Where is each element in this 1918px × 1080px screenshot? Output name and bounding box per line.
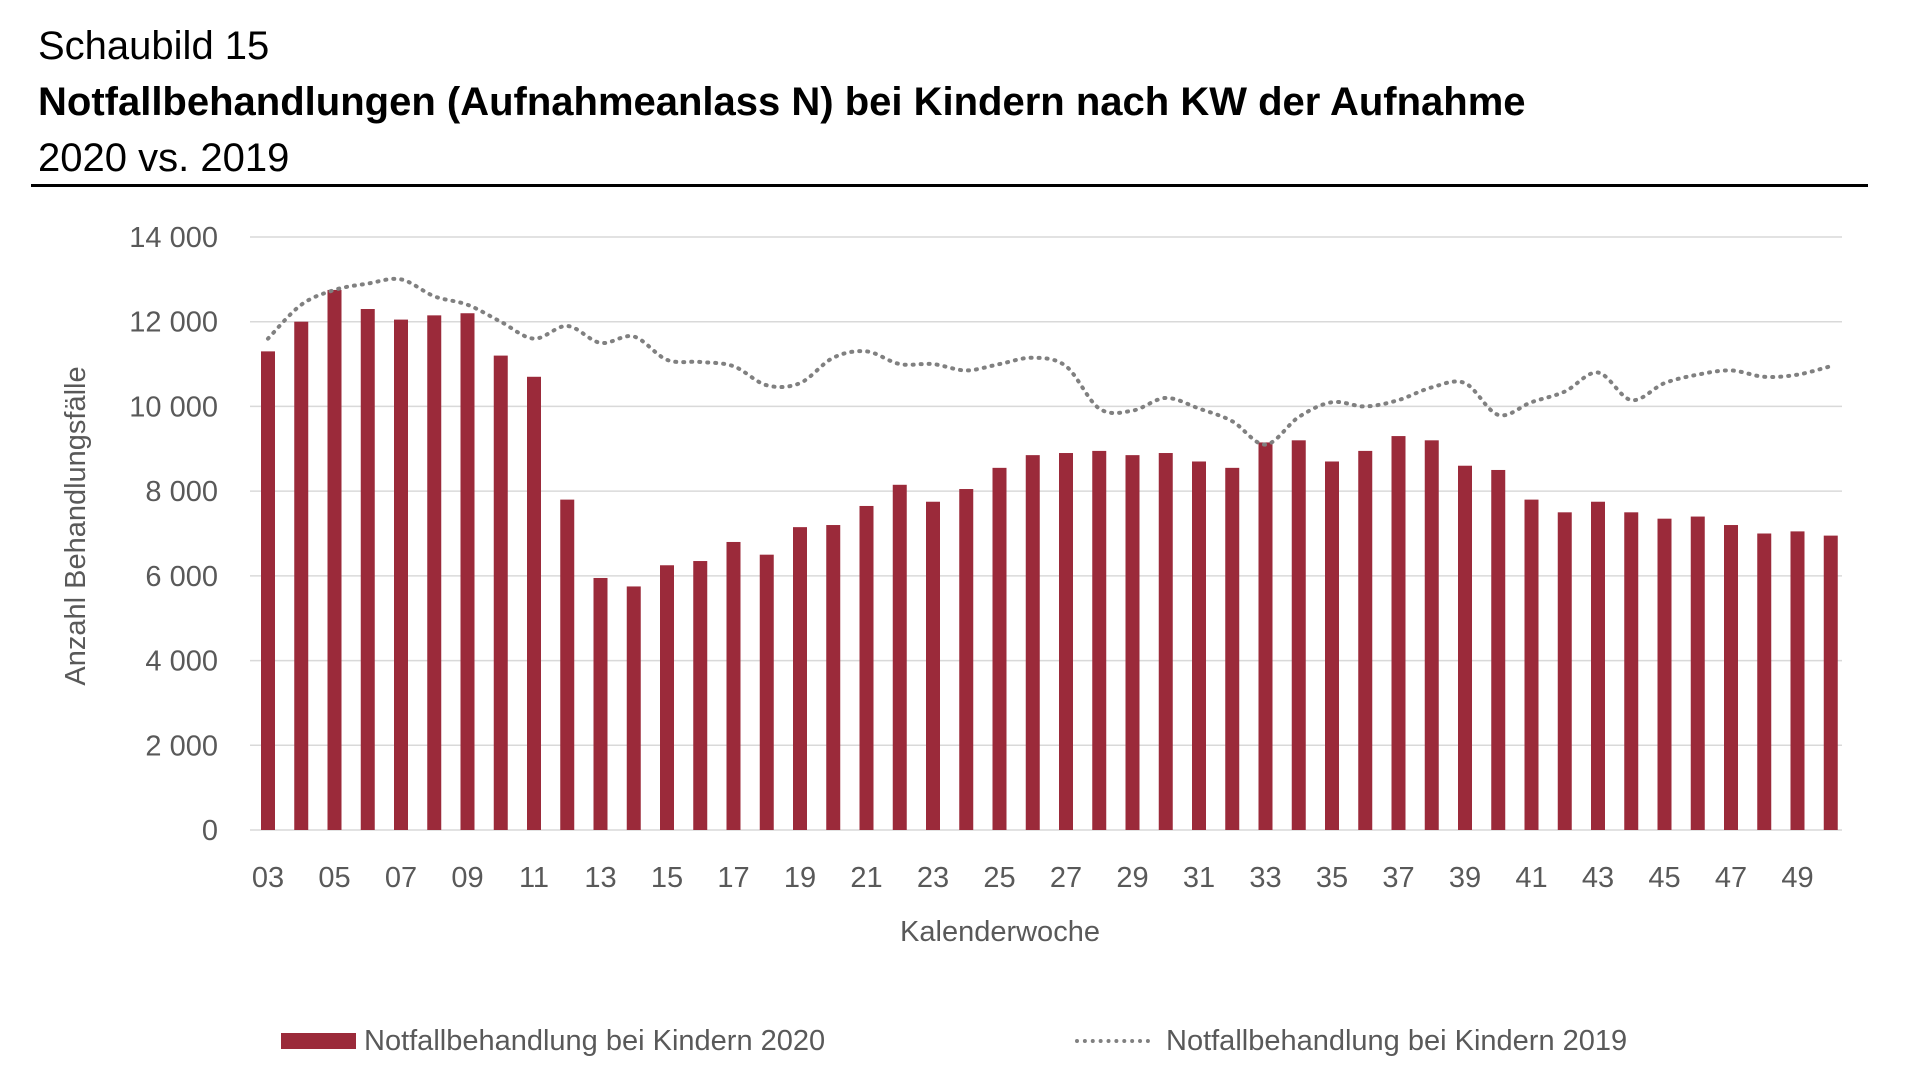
bar-kw-43 — [1591, 501, 1605, 830]
bar-kw-08 — [427, 315, 442, 830]
y-tick-label: 4 000 — [145, 646, 218, 678]
bar-kw-37 — [1391, 436, 1406, 830]
x-tick-label: 33 — [1249, 862, 1281, 894]
bar-kw-26 — [1025, 455, 1040, 830]
y-axis-title: Anzahl Behandlungsfälle — [60, 366, 92, 685]
bar-kw-29 — [1125, 455, 1140, 830]
x-tick-label: 27 — [1050, 862, 1082, 894]
x-tick-label: 05 — [318, 862, 350, 894]
bar-kw-46 — [1690, 516, 1705, 830]
legend-item-2020: Notfallbehandlung bei Kindern 2020 — [281, 1021, 825, 1061]
y-axis-ticks: 0 2 000 4 000 6 000 8 000 10 000 12 000 14 000 — [129, 222, 218, 847]
y-tick-label: 2 000 — [145, 730, 218, 762]
bar-kw-03 — [261, 351, 275, 830]
bar-kw-05 — [327, 289, 342, 831]
x-tick-label: 15 — [651, 862, 683, 894]
x-tick-label: 41 — [1515, 862, 1547, 894]
bar-kw-19 — [793, 527, 807, 830]
bar-kw-38 — [1424, 440, 1439, 830]
x-tick-label: 19 — [784, 862, 816, 894]
bar-kw-10 — [493, 355, 508, 830]
x-tick-label: 13 — [584, 862, 616, 894]
bar-kw-14 — [626, 586, 641, 830]
line-2019 — [266, 276, 1833, 447]
bars-2020 — [261, 289, 1838, 831]
bar-kw-47 — [1724, 525, 1738, 830]
bar-kw-15 — [660, 565, 674, 830]
x-tick-label: 09 — [451, 862, 483, 894]
bar-kw-22 — [892, 484, 907, 830]
bar-kw-23 — [926, 501, 940, 830]
y-tick-label: 8 000 — [145, 476, 218, 508]
x-tick-label: 39 — [1449, 862, 1481, 894]
y-tick-label: 0 — [202, 815, 218, 847]
bar-kw-13 — [593, 577, 608, 830]
x-axis-ticks: 03 05 07 09 11 13 15 17 19 21 23 25 27 29 31 33 35 37 39 41… — [252, 862, 1814, 894]
x-tick-label: 17 — [717, 862, 749, 894]
x-tick-label: 29 — [1116, 862, 1148, 894]
x-tick-label: 45 — [1648, 862, 1680, 894]
bar-kw-34 — [1291, 440, 1306, 830]
bar-kw-33 — [1258, 442, 1273, 830]
chart-subtitle: 2020 vs. 2019 — [38, 136, 290, 180]
bar-kw-50 — [1823, 535, 1838, 830]
bar-kw-24 — [959, 489, 974, 830]
bar-kw-20 — [826, 525, 841, 830]
bar-kw-41 — [1524, 499, 1539, 830]
legend-label-2020: Notfallbehandlung bei Kindern 2020 — [364, 1024, 826, 1057]
chart-header: Schaubild 15 Notfallbehandlungen (Aufnah… — [38, 18, 1868, 186]
bar-kw-09 — [460, 313, 475, 830]
x-tick-label: 47 — [1715, 862, 1747, 894]
gridlines — [250, 236, 1842, 831]
chart-label: Schaubild 15 — [38, 24, 270, 68]
bar-kw-45 — [1657, 518, 1672, 830]
bar-kw-35 — [1325, 461, 1339, 830]
x-axis-title: Kalenderwoche — [900, 916, 1100, 948]
x-tick-label: 35 — [1316, 862, 1348, 894]
bar-kw-31 — [1192, 461, 1206, 830]
x-tick-label: 07 — [385, 862, 417, 894]
x-tick-label: 37 — [1382, 862, 1414, 894]
bar-kw-42 — [1557, 512, 1572, 830]
bar-kw-12 — [560, 499, 575, 830]
bar-kw-27 — [1059, 453, 1073, 830]
bar-kw-25 — [992, 467, 1007, 830]
bar-kw-16 — [693, 561, 708, 830]
bar-kw-44 — [1624, 512, 1639, 830]
x-tick-label: 49 — [1781, 862, 1813, 894]
bar-kw-39 — [1458, 465, 1472, 830]
legend-swatch-line — [1075, 1039, 1150, 1043]
bar-kw-07 — [394, 319, 408, 830]
bar-kw-06 — [360, 309, 375, 830]
bar-kw-40 — [1491, 469, 1506, 830]
bar-kw-48 — [1757, 533, 1772, 830]
bar-kw-11 — [527, 376, 541, 830]
bar-kw-04 — [294, 321, 309, 830]
x-tick-label: 03 — [252, 862, 284, 894]
legend-swatch-bar — [281, 1033, 356, 1049]
y-tick-label: 10 000 — [129, 391, 218, 423]
y-tick-label: 6 000 — [145, 561, 218, 593]
header-divider — [31, 184, 1868, 187]
chart-title: Notfallbehandlungen (Aufnahmeanlass N) b… — [38, 80, 1526, 124]
bar-kw-30 — [1158, 453, 1173, 830]
bar-kw-21 — [859, 505, 874, 830]
legend-label-2019: Notfallbehandlung bei Kindern 2019 — [1166, 1024, 1628, 1057]
x-tick-label: 43 — [1582, 862, 1614, 894]
x-tick-label: 23 — [917, 862, 949, 894]
x-tick-label: 25 — [983, 862, 1015, 894]
bar-kw-18 — [759, 554, 774, 830]
y-tick-label: 12 000 — [129, 307, 218, 339]
y-tick-label: 14 000 — [129, 222, 218, 254]
bar-kw-17 — [726, 541, 741, 830]
x-tick-label: 31 — [1183, 862, 1215, 894]
bar-kw-32 — [1225, 467, 1240, 830]
legend-item-2019: Notfallbehandlung bei Kindern 2019 — [1075, 1021, 1627, 1061]
bar-kw-28 — [1092, 450, 1107, 830]
x-tick-label: 21 — [850, 862, 882, 894]
x-tick-label: 11 — [519, 862, 549, 894]
bar-kw-36 — [1358, 450, 1373, 830]
bar-kw-49 — [1790, 531, 1805, 830]
